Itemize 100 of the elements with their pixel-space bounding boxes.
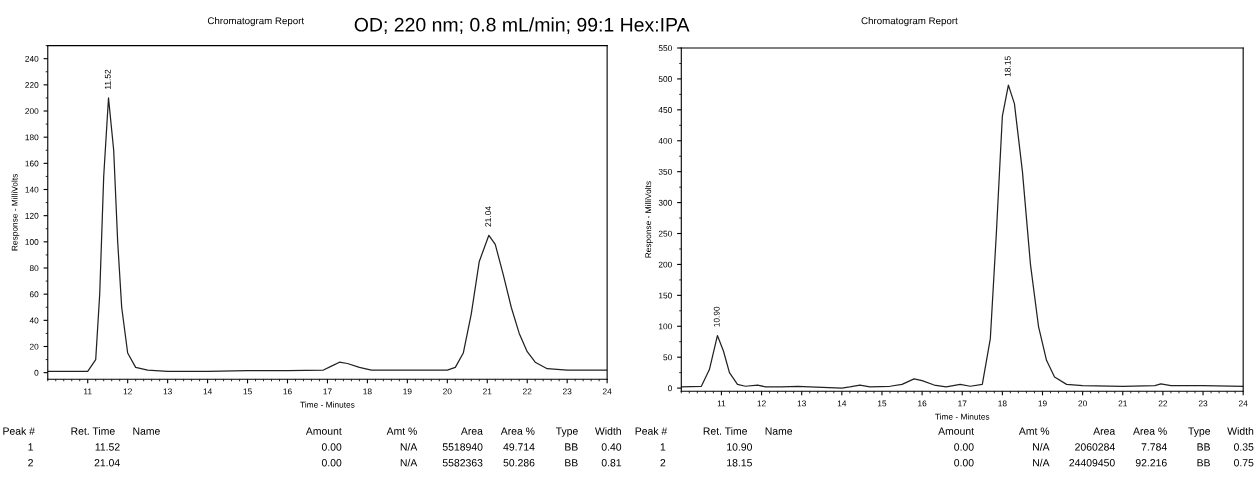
annotation: 10.90	[713, 306, 720, 327]
text: Peak #	[635, 427, 668, 435]
x-tick-label: 23	[1198, 400, 1208, 407]
x-axis-title: Time - Minutes	[300, 401, 355, 408]
text: Name	[765, 427, 793, 435]
y-tick-label: 180	[25, 134, 39, 141]
annotation: 18.15	[1004, 56, 1011, 77]
x-tick-label: 22	[1158, 400, 1168, 407]
y-tick-label: 50	[663, 354, 672, 361]
text: 11.52	[95, 443, 120, 451]
y-tick-label: 550	[658, 45, 672, 52]
text: Type	[555, 427, 578, 437]
y-tick-label: 250	[658, 230, 672, 237]
text: 92.216	[1135, 459, 1167, 467]
x-tick-label: 12	[757, 400, 766, 407]
text: Type	[1188, 427, 1211, 437]
y-tick-label: 450	[658, 107, 672, 113]
text: BB	[1197, 443, 1210, 451]
y-tick-label: 100	[659, 323, 672, 330]
text: 50.286	[503, 459, 535, 467]
text: 1	[660, 443, 666, 451]
text: Peak #	[3, 427, 35, 435]
text: 5518940	[442, 443, 483, 451]
y-tick-label: 140	[25, 186, 39, 193]
text: 0.75	[1233, 459, 1254, 467]
y-tick-label: 220	[25, 82, 39, 88]
x-tick-label: 21	[1118, 400, 1127, 407]
x-tick-label: 14	[837, 400, 847, 407]
y-tick-label: 0	[34, 369, 39, 376]
y-tick-label: 20	[29, 343, 39, 350]
x-tick-label: 13	[163, 388, 172, 395]
line-series	[47, 97, 608, 372]
y-tick-label: 100	[25, 239, 39, 245]
x-tick-label: 14	[203, 388, 212, 395]
x-tick-label: 24	[1238, 400, 1248, 407]
text: 24409450	[1069, 459, 1115, 467]
x-tick-label: 21	[483, 388, 492, 395]
text: Ret. Time	[71, 427, 115, 435]
text: Ret. Time	[703, 427, 747, 435]
x-tick-label: 17	[323, 388, 332, 395]
y-tick-label: 200	[658, 261, 672, 268]
y-tick-label: 240	[25, 55, 39, 62]
y-tick-label: 350	[658, 168, 672, 175]
x-tick-label: 19	[1038, 400, 1047, 407]
text: 0.00	[954, 443, 974, 451]
chart-subtitle: Chromatogram Report	[207, 17, 305, 27]
x-tick-label: 17	[958, 400, 967, 407]
y-axis-title: Response - MilliVolts	[11, 174, 20, 251]
text: 0.00	[321, 443, 342, 451]
y-tick-label: 400	[658, 137, 672, 144]
x-tick-label: 23	[562, 388, 572, 395]
x-tick-label: 13	[797, 400, 806, 407]
text: 21.04	[94, 459, 120, 467]
x-tick-label: 11	[717, 400, 726, 407]
y-tick-label: 150	[659, 292, 672, 299]
y-tick-label: 500	[658, 76, 672, 83]
text: 2	[660, 459, 666, 467]
y-tick-label: 0	[667, 385, 672, 392]
text: N/A	[1033, 458, 1050, 467]
chart-subtitle: Chromatogram Report	[861, 17, 958, 27]
text: 0.81	[601, 459, 622, 467]
x-tick-label: 22	[523, 388, 532, 395]
y-tick-label: 200	[25, 108, 39, 115]
text: 5582363	[442, 459, 483, 467]
text: Amt %	[1018, 427, 1050, 435]
text: Width	[1227, 427, 1254, 435]
x-tick-label: 15	[243, 388, 252, 395]
annotation: 21.04	[485, 206, 492, 227]
text: 2060284	[1075, 443, 1115, 451]
x-tick-label: 18	[363, 388, 372, 395]
text: Amount	[305, 427, 342, 435]
text: N/A	[1033, 442, 1050, 451]
text: Name	[133, 427, 160, 435]
text: 0.00	[954, 459, 974, 467]
text: 18.15	[727, 459, 752, 467]
x-tick-label: 11	[84, 388, 92, 395]
text: BB	[565, 459, 578, 467]
x-tick-label: 16	[918, 400, 927, 407]
y-tick-label: 40	[29, 317, 39, 324]
x-tick-label: 20	[443, 388, 452, 395]
text: N/A	[400, 458, 418, 467]
text: 0.00	[321, 459, 342, 467]
x-tick-label: 19	[403, 388, 412, 395]
x-tick-label: 18	[998, 400, 1007, 407]
x-axis-title: Time - Minutes	[935, 413, 990, 420]
text: Amount	[938, 427, 974, 435]
text: 10.90	[727, 443, 752, 451]
text: Width	[595, 427, 621, 435]
text: Area %	[500, 427, 535, 435]
text: Area	[460, 427, 483, 435]
text: 0.40	[601, 443, 622, 451]
y-tick-label: 160	[25, 160, 39, 167]
x-tick-label: 20	[1078, 400, 1087, 407]
x-tick-label: 15	[877, 400, 887, 407]
text: N/A	[400, 442, 418, 451]
y-axis-title: Response - MilliVolts	[645, 181, 653, 258]
text: 2	[28, 459, 33, 467]
y-tick-label: 300	[658, 199, 672, 206]
text: Area	[1093, 427, 1116, 435]
text: Amt %	[386, 427, 417, 435]
